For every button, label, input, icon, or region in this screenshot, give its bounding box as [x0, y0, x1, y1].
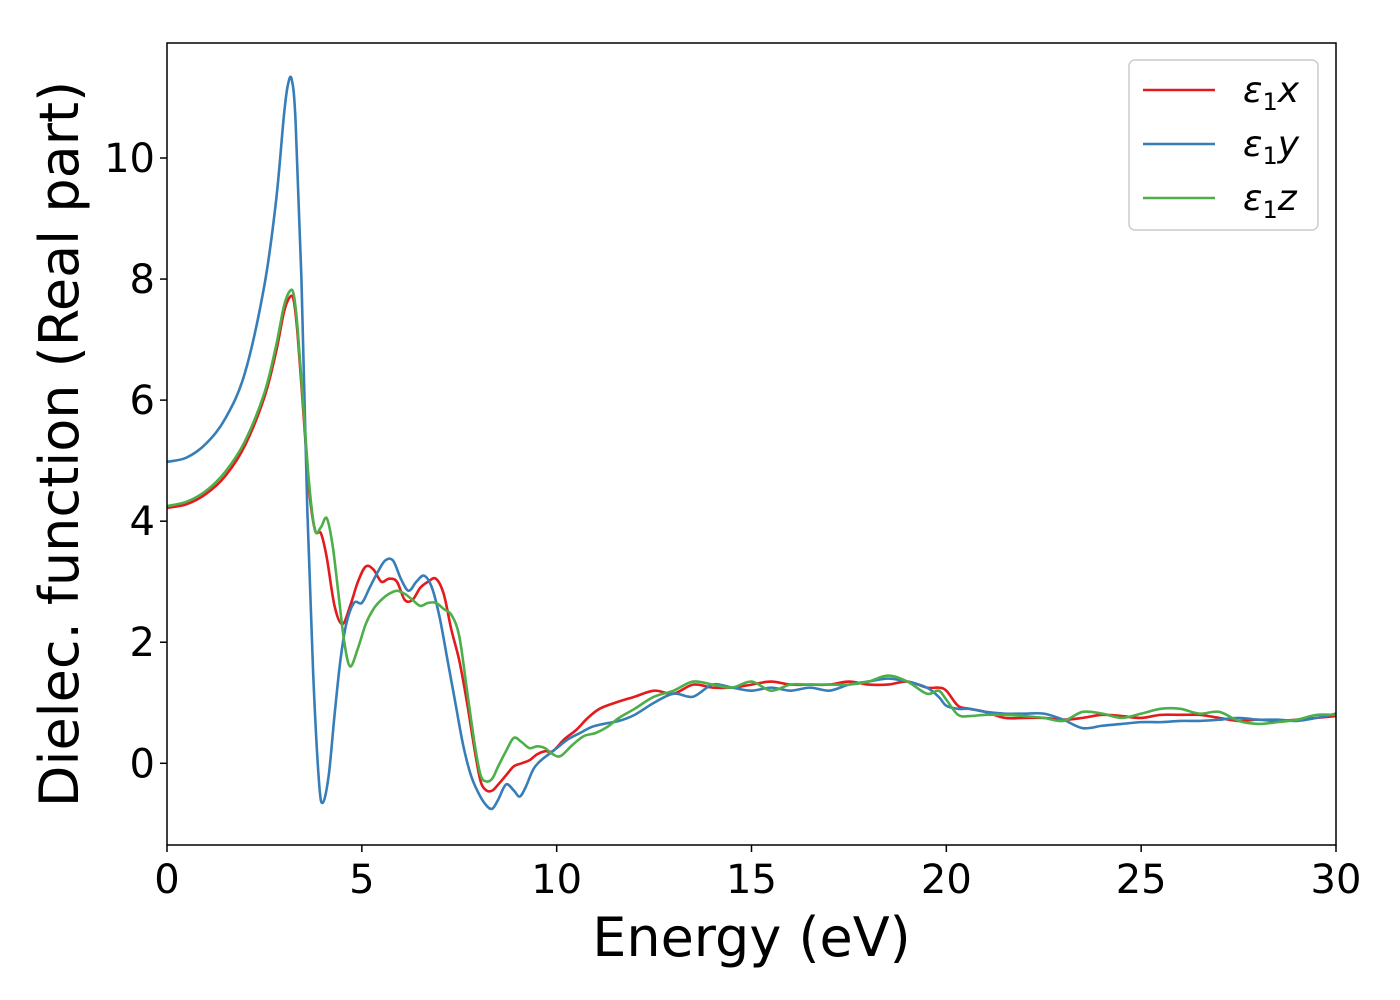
series-line-x [167, 294, 1336, 793]
y-axis-label: Dielec. function (Real part) [28, 81, 91, 807]
legend-label-y: ε1y [1243, 124, 1300, 170]
x-tick-label: 30 [1311, 857, 1362, 903]
ticks-layer: 0 5 10 15 20 25 30 0 2 4 6 8 10 [104, 136, 1361, 903]
y-tick-label: 6 [130, 378, 155, 424]
x-tick-label: 10 [531, 857, 582, 903]
x-tick-label: 25 [1116, 857, 1167, 903]
series-line-y [167, 75, 1336, 811]
y-tick-label: 4 [130, 499, 155, 545]
x-axis-label: Energy (eV) [592, 906, 911, 969]
legend-label-x: ε1x [1243, 70, 1300, 116]
y-tick-label: 2 [130, 620, 155, 666]
legend-label-z: ε1z [1243, 178, 1298, 224]
legend-box [1128, 59, 1319, 231]
y-tick-label: 8 [130, 257, 155, 303]
series-layer [167, 75, 1336, 811]
x-tick-label: 5 [349, 857, 374, 903]
x-tick-label: 20 [921, 857, 972, 903]
y-tick-label: 0 [130, 741, 155, 787]
x-tick-label: 0 [154, 857, 179, 903]
x-tick-label: 15 [726, 857, 777, 903]
series-line-z [167, 288, 1336, 783]
y-tick-label: 10 [104, 136, 155, 182]
legend: ε1x ε1y ε1z [1128, 59, 1319, 231]
